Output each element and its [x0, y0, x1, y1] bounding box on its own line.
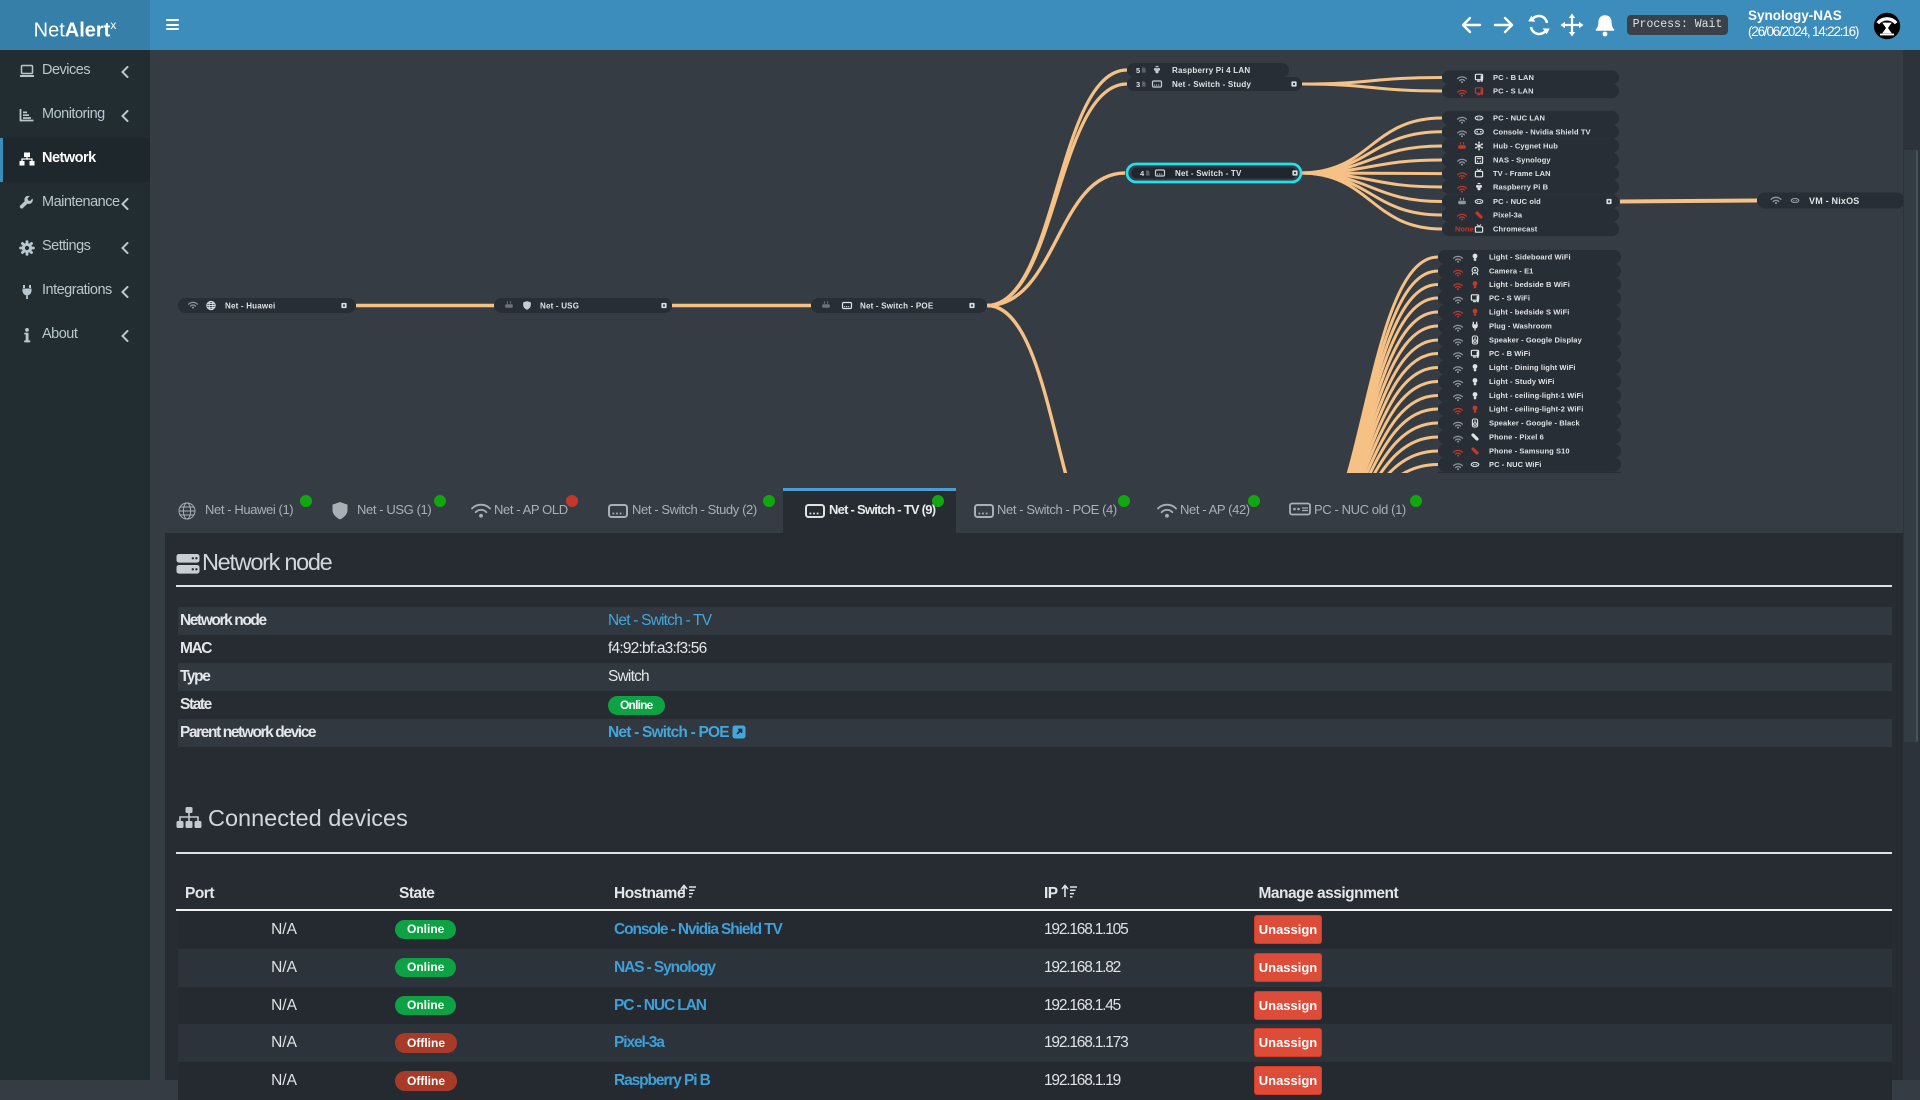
svg-text:3: 3	[1136, 80, 1140, 89]
svg-text:Camera - E1: Camera - E1	[1489, 267, 1533, 276]
svg-text:VM - NixOS: VM - NixOS	[1809, 196, 1860, 206]
svg-text:Light - ceiling-light-1 WiFi: Light - ceiling-light-1 WiFi	[1489, 391, 1583, 400]
svg-text:Speaker - Google Display: Speaker - Google Display	[1489, 336, 1583, 345]
svg-text:PC - S WiFi: PC - S WiFi	[1489, 294, 1530, 303]
svg-text:Plug - Washroom: Plug - Washroom	[1489, 322, 1552, 331]
svg-text:Net - Switch - Study: Net - Switch - Study	[1172, 80, 1251, 89]
svg-text:PC - NUC old: PC - NUC old	[1493, 197, 1541, 206]
svg-text:Net - USG: Net - USG	[540, 301, 579, 310]
svg-text:PC - NUC WiFi: PC - NUC WiFi	[1489, 460, 1541, 469]
svg-text:Light - Study WiFi: Light - Study WiFi	[1489, 377, 1554, 386]
svg-text:Light - bedside B WiFi: Light - bedside B WiFi	[1489, 280, 1570, 289]
svg-text:Chromecast: Chromecast	[1493, 225, 1538, 234]
svg-text:NAS - Synology: NAS - Synology	[1493, 156, 1551, 165]
svg-text:Hub - Cygnet Hub: Hub - Cygnet Hub	[1493, 142, 1558, 151]
svg-text:Light - ceiling-light-2 WiFi: Light - ceiling-light-2 WiFi	[1489, 405, 1583, 414]
svg-text:Phone - Pixel 6: Phone - Pixel 6	[1489, 433, 1544, 442]
svg-text:Light - bedside S WiFi: Light - bedside S WiFi	[1489, 308, 1569, 317]
svg-text:PC - B WiFi: PC - B WiFi	[1489, 349, 1530, 358]
svg-text:Net - Huawei: Net - Huawei	[225, 301, 275, 310]
svg-text:4: 4	[1140, 169, 1145, 178]
svg-text:Light - Dining light WiFi: Light - Dining light WiFi	[1489, 363, 1576, 372]
svg-text:Net - Switch - TV: Net - Switch - TV	[1175, 169, 1242, 178]
svg-text:Phone - Samsung S10: Phone - Samsung S10	[1489, 447, 1570, 456]
svg-text:5: 5	[1136, 66, 1140, 75]
svg-text:Net - Switch - POE: Net - Switch - POE	[860, 301, 934, 310]
svg-text:PC - NUC LAN: PC - NUC LAN	[1493, 114, 1545, 123]
svg-text:TV - Frame LAN: TV - Frame LAN	[1493, 169, 1551, 178]
svg-text:Console - Nvidia Shield TV: Console - Nvidia Shield TV	[1493, 127, 1591, 136]
svg-text:Raspberry Pi B: Raspberry Pi B	[1493, 183, 1549, 192]
svg-text:Pixel-3a: Pixel-3a	[1493, 211, 1523, 220]
svg-text:PC - B LAN: PC - B LAN	[1493, 73, 1534, 82]
svg-text:None: None	[1455, 225, 1474, 234]
svg-text:Light - Sideboard WiFi: Light - Sideboard WiFi	[1489, 253, 1571, 262]
svg-text:Raspberry Pi 4 LAN: Raspberry Pi 4 LAN	[1172, 66, 1250, 75]
svg-text:PC - S LAN: PC - S LAN	[1493, 87, 1534, 96]
svg-text:Speaker - Google - Black: Speaker - Google - Black	[1489, 419, 1580, 428]
